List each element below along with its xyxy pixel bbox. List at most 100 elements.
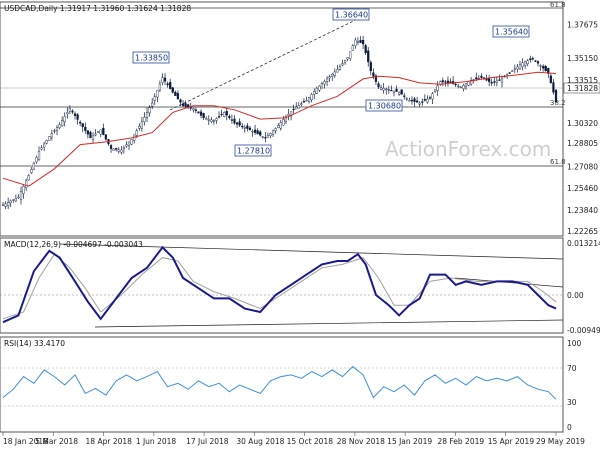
- candle-body: [215, 118, 218, 121]
- candle-body: [405, 98, 408, 100]
- candle-body: [81, 123, 84, 128]
- x-tick-label: 15 Apr 2019: [488, 437, 535, 446]
- fib-label-top: 61.8: [550, 1, 566, 9]
- x-tick-label: 17 Jul 2018: [186, 437, 229, 446]
- candle-body: [127, 141, 131, 146]
- candle-body: [554, 89, 558, 102]
- candle-body: [259, 131, 262, 136]
- candle-body: [158, 83, 161, 91]
- candle-body: [48, 136, 51, 141]
- candle-body: [194, 109, 198, 111]
- candle-body: [184, 103, 187, 107]
- candle-body: [151, 102, 154, 107]
- candle-body: [454, 83, 457, 86]
- candle-body: [426, 98, 429, 103]
- rsi-tick-label: 100: [567, 339, 582, 348]
- label-13385-text: 1.33850: [135, 54, 168, 63]
- candle-body: [398, 92, 401, 95]
- candle-body: [45, 140, 48, 144]
- candle-body: [351, 45, 354, 51]
- candle-body: [30, 169, 33, 174]
- macd-recent-trendline: [454, 277, 564, 288]
- label-1366-text: 1.36640: [335, 11, 368, 20]
- candle-body: [516, 66, 519, 70]
- current-price-box: [563, 82, 600, 94]
- current-price-label: 1.31828: [567, 84, 598, 93]
- candle-body: [89, 131, 92, 139]
- candle-body: [444, 81, 447, 83]
- candle-body: [174, 91, 177, 96]
- candle-body: [336, 69, 339, 73]
- candle-body: [238, 121, 241, 126]
- candle-body: [441, 80, 444, 83]
- candle-body: [521, 62, 524, 67]
- candle-body: [27, 175, 30, 181]
- candle-body: [248, 127, 252, 131]
- candle-body: [431, 93, 434, 100]
- candle-body: [163, 77, 167, 82]
- candle-body: [390, 89, 393, 92]
- candle-body: [518, 64, 522, 70]
- price-tick-label: 1.23840: [567, 206, 598, 215]
- label-12781-text: 1.27810: [237, 147, 270, 156]
- candle-body: [79, 121, 82, 124]
- candle-body: [25, 180, 28, 189]
- candle-body: [369, 62, 372, 72]
- rsi-header: RSI(14) 33.4170: [4, 339, 65, 348]
- label-13564: 1.35640: [492, 25, 530, 38]
- rsi-line: [2, 365, 557, 400]
- candle-body: [7, 202, 10, 207]
- candle-body: [529, 58, 532, 61]
- candle-body: [475, 77, 478, 80]
- candle-body: [477, 78, 480, 80]
- candle-body: [102, 127, 105, 135]
- candle-body: [140, 121, 143, 129]
- candle-body: [37, 151, 41, 160]
- candle-body: [220, 113, 223, 116]
- price-panel: [0, 1, 564, 237]
- price-tick-label: 1.30320: [567, 119, 598, 128]
- candle-body: [292, 108, 295, 111]
- candle-body: [66, 112, 69, 115]
- label-13564-text: 1.35640: [495, 28, 528, 37]
- candle-body: [205, 118, 208, 120]
- candle-body: [274, 128, 277, 131]
- price-tick-label: 1.28805: [567, 139, 598, 148]
- candle-body: [282, 119, 285, 126]
- macd-tick-label: 0.00: [567, 291, 584, 300]
- price-tick-label: 1.27080: [567, 162, 598, 171]
- candle-body: [43, 143, 46, 148]
- x-tick-label: 28 Nov 2018: [337, 437, 385, 446]
- candle-body: [387, 89, 390, 91]
- candle-body: [181, 103, 185, 106]
- candle-body: [112, 148, 115, 151]
- rsi-panel: [0, 336, 564, 433]
- candle-body: [531, 58, 534, 60]
- candle-body: [279, 122, 282, 129]
- candle-body: [171, 87, 174, 93]
- candle-body: [55, 127, 59, 131]
- candle-body: [511, 70, 514, 72]
- candle-body: [269, 133, 272, 136]
- candle-body: [536, 61, 540, 64]
- candle-body: [287, 113, 290, 116]
- candle-body: [225, 111, 228, 116]
- candle-body: [9, 200, 12, 203]
- candle-body: [117, 149, 120, 152]
- candle-body: [544, 65, 547, 72]
- x-tick-label: 15 Jan 2019: [387, 437, 432, 446]
- candle-body: [246, 125, 249, 129]
- rsi-tick-label: 30: [567, 398, 577, 407]
- candle-body: [313, 91, 316, 95]
- candle-body: [410, 99, 414, 102]
- candle-body: [315, 88, 318, 94]
- candle-body: [264, 137, 267, 139]
- macd-tick-label: -0.009496: [567, 326, 600, 335]
- candle-body: [76, 114, 79, 120]
- candle-body: [40, 147, 43, 150]
- candle-body: [346, 57, 349, 60]
- candle-body: [305, 100, 308, 102]
- candle-body: [500, 78, 504, 83]
- candle-body: [356, 41, 360, 43]
